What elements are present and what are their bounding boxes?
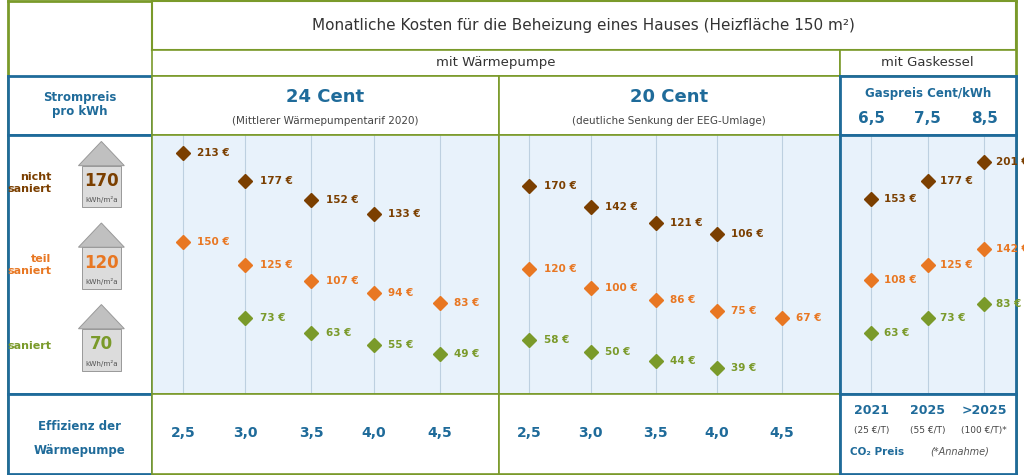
Text: Strompreis
pro kWh: Strompreis pro kWh <box>43 91 117 118</box>
Text: 50 €: 50 € <box>605 347 631 357</box>
Text: 3,0: 3,0 <box>579 426 603 439</box>
Text: 121 €: 121 € <box>670 218 702 228</box>
Text: 4,5: 4,5 <box>769 426 794 439</box>
Text: 177 €: 177 € <box>260 176 293 186</box>
Text: 2025: 2025 <box>910 404 945 417</box>
Text: 3,0: 3,0 <box>233 426 257 439</box>
Text: nicht
saniert: nicht saniert <box>7 172 51 194</box>
Text: 107 €: 107 € <box>326 276 358 286</box>
Text: mit Gaskessel: mit Gaskessel <box>882 57 974 69</box>
Text: CO₂ Preis: CO₂ Preis <box>850 446 904 456</box>
Text: 86 €: 86 € <box>670 295 695 305</box>
Text: (100 €/T)*: (100 €/T)* <box>962 426 1007 435</box>
Text: 7,5: 7,5 <box>914 111 941 126</box>
Text: 39 €: 39 € <box>731 363 757 373</box>
Text: (55 €/T): (55 €/T) <box>910 426 945 435</box>
Text: 2,5: 2,5 <box>517 426 542 439</box>
Text: (25 €/T): (25 €/T) <box>854 426 889 435</box>
Text: 24 Cent: 24 Cent <box>286 88 365 106</box>
FancyBboxPatch shape <box>82 329 121 370</box>
Text: 120 €: 120 € <box>544 264 577 274</box>
Text: 153 €: 153 € <box>884 194 916 204</box>
Text: 120: 120 <box>84 254 119 272</box>
Text: 201 €: 201 € <box>996 158 1024 168</box>
Text: 94 €: 94 € <box>388 288 414 298</box>
Text: 49 €: 49 € <box>455 349 479 359</box>
Text: 108 €: 108 € <box>884 276 916 285</box>
Text: 4,5: 4,5 <box>427 426 452 439</box>
Text: 142 €: 142 € <box>996 244 1024 254</box>
Text: (deutliche Senkung der EEG-Umlage): (deutliche Senkung der EEG-Umlage) <box>572 115 766 125</box>
FancyBboxPatch shape <box>82 166 121 208</box>
Text: 73 €: 73 € <box>940 314 966 323</box>
Text: 75 €: 75 € <box>731 305 757 315</box>
Text: teil
saniert: teil saniert <box>7 254 51 276</box>
Text: 67 €: 67 € <box>796 313 821 323</box>
Text: 4,0: 4,0 <box>705 426 729 439</box>
Text: mit Wärmepumpe: mit Wärmepumpe <box>436 57 555 69</box>
Text: Gaspreis Cent/kWh: Gaspreis Cent/kWh <box>864 87 991 100</box>
Text: 8,5: 8,5 <box>971 111 997 126</box>
Text: Monatliche Kosten für die Beheizung eines Hauses (Heizfläche 150 m²): Monatliche Kosten für die Beheizung eine… <box>312 18 855 33</box>
Text: 55 €: 55 € <box>388 340 414 350</box>
Text: 106 €: 106 € <box>731 229 764 239</box>
Text: 83 €: 83 € <box>996 299 1022 309</box>
Text: 6,5: 6,5 <box>858 111 885 126</box>
Text: 125 €: 125 € <box>260 260 293 270</box>
Text: 58 €: 58 € <box>544 335 569 345</box>
Text: 70: 70 <box>90 335 113 353</box>
Text: 100 €: 100 € <box>605 283 638 293</box>
Text: 152 €: 152 € <box>326 195 358 205</box>
Polygon shape <box>79 304 124 329</box>
Text: 83 €: 83 € <box>455 298 479 308</box>
Text: (Mittlerer Wärmepumpentarif 2020): (Mittlerer Wärmepumpentarif 2020) <box>231 115 419 125</box>
Text: 125 €: 125 € <box>940 260 973 270</box>
Text: 2021: 2021 <box>854 404 889 417</box>
Text: 3,5: 3,5 <box>643 426 668 439</box>
Text: 150 €: 150 € <box>198 237 230 247</box>
Text: (*Annahme): (*Annahme) <box>930 446 989 456</box>
Polygon shape <box>79 223 124 247</box>
Text: 3,5: 3,5 <box>299 426 324 439</box>
Text: kWh/m²a: kWh/m²a <box>85 278 118 285</box>
Text: 63 €: 63 € <box>884 328 909 338</box>
Text: 63 €: 63 € <box>326 328 351 338</box>
Text: kWh/m²a: kWh/m²a <box>85 197 118 203</box>
Text: 213 €: 213 € <box>198 148 230 159</box>
Text: 20 Cent: 20 Cent <box>630 88 709 106</box>
Text: Effizienz der: Effizienz der <box>38 420 122 433</box>
Text: kWh/m²a: kWh/m²a <box>85 360 118 367</box>
Text: 73 €: 73 € <box>260 314 286 323</box>
Text: >2025: >2025 <box>962 404 1007 417</box>
Text: 133 €: 133 € <box>388 209 421 219</box>
Polygon shape <box>79 142 124 166</box>
Text: 177 €: 177 € <box>940 176 973 186</box>
Text: 170: 170 <box>84 172 119 190</box>
Text: saniert: saniert <box>7 342 51 352</box>
Text: 44 €: 44 € <box>670 356 695 366</box>
Text: 142 €: 142 € <box>605 202 638 212</box>
Text: 170 €: 170 € <box>544 181 577 191</box>
Text: 4,0: 4,0 <box>361 426 386 439</box>
Text: Wärmepumpe: Wärmepumpe <box>34 444 126 456</box>
FancyBboxPatch shape <box>82 247 121 289</box>
Text: 2,5: 2,5 <box>170 426 196 439</box>
